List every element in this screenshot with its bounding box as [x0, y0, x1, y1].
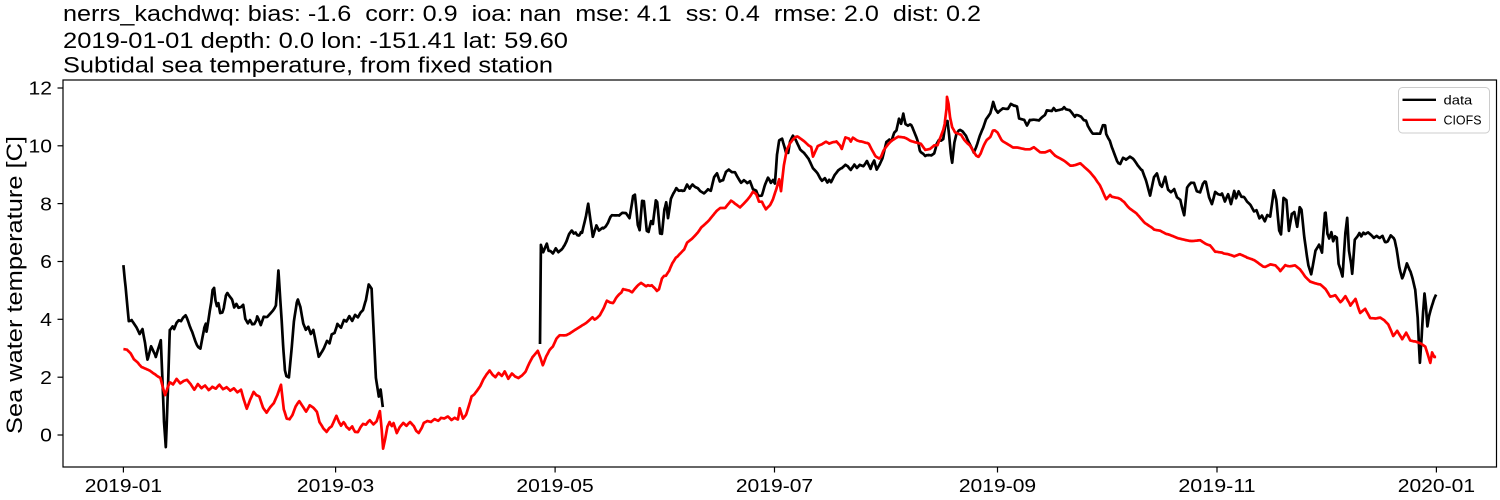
- svg-text:2019-11: 2019-11: [1178, 475, 1255, 496]
- svg-text:data: data: [1444, 93, 1474, 108]
- svg-text:12: 12: [29, 78, 53, 99]
- svg-text:2019-09: 2019-09: [959, 475, 1036, 496]
- svg-text:Sea water temperature [C]: Sea water temperature [C]: [2, 136, 27, 434]
- svg-text:nerrs_kachdwq: bias: -1.6 cor: nerrs_kachdwq: bias: -1.6 corr: 0.9 ioa:…: [63, 1, 981, 26]
- svg-text:2: 2: [40, 367, 52, 388]
- svg-text:2019-01-01 depth: 0.0 lon: -15: 2019-01-01 depth: 0.0 lon: -151.41 lat: …: [63, 28, 568, 53]
- svg-text:2020-01: 2020-01: [1398, 475, 1475, 496]
- svg-text:2019-05: 2019-05: [516, 475, 593, 496]
- svg-text:2019-01: 2019-01: [85, 475, 162, 496]
- svg-text:Subtidal sea temperature, from: Subtidal sea temperature, from fixed sta…: [63, 53, 553, 78]
- svg-text:2019-07: 2019-07: [736, 475, 813, 496]
- svg-text:6: 6: [40, 251, 52, 272]
- svg-text:CIOFS: CIOFS: [1444, 113, 1482, 128]
- svg-text:0: 0: [40, 425, 52, 446]
- svg-text:4: 4: [40, 309, 52, 330]
- svg-text:8: 8: [40, 193, 52, 214]
- svg-text:10: 10: [29, 136, 53, 157]
- svg-text:2019-03: 2019-03: [297, 475, 374, 496]
